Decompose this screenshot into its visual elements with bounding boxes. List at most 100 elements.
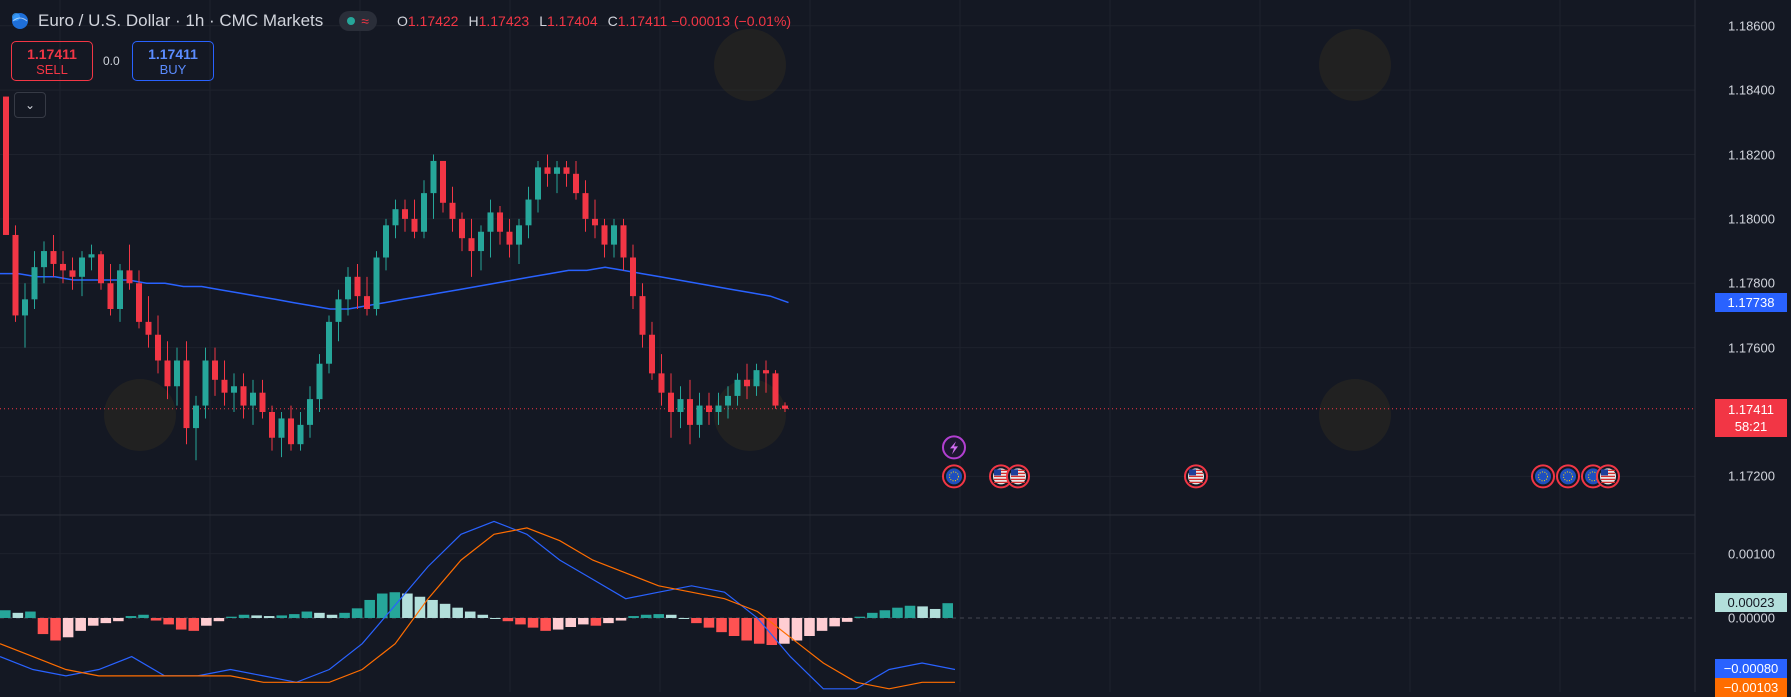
histogram-bar [879, 610, 891, 618]
candle-body [174, 360, 180, 387]
lightning-icon [942, 435, 966, 460]
candle-body [79, 257, 85, 277]
histogram-tag: 0.00023 [1715, 593, 1787, 613]
candle-body [60, 263, 66, 271]
ma-price-tag: 1.17738 [1715, 293, 1787, 313]
histogram-bar [263, 616, 275, 618]
candle-body [145, 321, 152, 335]
histogram-bar [728, 617, 740, 637]
collapse-button[interactable]: ⌄ [14, 92, 46, 118]
candle-body [316, 363, 323, 400]
eu-flag-icon [1531, 464, 1555, 489]
histogram-bar [50, 617, 61, 641]
histogram-bar [716, 617, 727, 633]
market-status[interactable]: ≈ [339, 11, 377, 31]
histogram-bar [276, 615, 288, 618]
price-axis-label: 1.18200 [1728, 147, 1775, 162]
histogram-bar [653, 614, 664, 618]
candle-body [478, 231, 484, 252]
macd-axis-label: 0.00000 [1728, 610, 1775, 626]
histogram-bar [439, 603, 451, 618]
price-axis-label: 1.17800 [1728, 275, 1775, 291]
candle-body [763, 370, 769, 374]
histogram-bar [188, 617, 200, 631]
candle-body [212, 360, 218, 380]
histogram-bar [615, 617, 627, 621]
histogram-bar [904, 605, 916, 618]
candle-body [459, 218, 465, 239]
candle-body [69, 270, 76, 277]
sell-button[interactable]: 1.17411 SELL [11, 41, 93, 81]
candle-body [335, 299, 342, 322]
candle-body [12, 234, 19, 316]
watermark-logo [1319, 379, 1391, 451]
candle-body [497, 212, 503, 232]
globe-icon [10, 11, 30, 31]
candle-body [22, 299, 28, 316]
macd-line [0, 520, 956, 690]
candle-body [649, 334, 655, 374]
candle-body [544, 167, 551, 174]
candle-body [516, 225, 522, 245]
chart-legend: Euro / U.S. Dollar · 1h · CMC Markets ≈ … [10, 6, 791, 36]
histogram-bar [138, 614, 149, 618]
candle-body [677, 399, 684, 412]
histogram-bar [12, 612, 24, 618]
watermarks [104, 29, 1391, 451]
candlesticks [3, 96, 788, 461]
buy-price: 1.17411 [148, 45, 198, 62]
ohlc-key: C [607, 13, 618, 29]
histogram-bar [540, 617, 551, 631]
candle-body [525, 199, 532, 226]
candle-body [31, 267, 38, 300]
candle-body [440, 160, 446, 203]
candle-body [725, 395, 731, 406]
ohlc-close: 1.17411 −0.00013 (−0.01%) [617, 13, 792, 29]
candle-body [706, 405, 712, 412]
candle-body [611, 225, 617, 245]
histogram-bar [238, 614, 250, 618]
candle-body [259, 392, 266, 412]
candle-body [383, 225, 389, 258]
candle-body [468, 238, 475, 252]
histogram-bar [477, 614, 489, 618]
histogram-bar [867, 612, 878, 618]
histogram-bar [351, 608, 363, 618]
histogram-bar [251, 615, 262, 618]
buy-button[interactable]: 1.17411 BUY [132, 41, 214, 81]
candle-body [164, 360, 171, 387]
candle-body [639, 296, 646, 335]
histogram-bar [75, 617, 86, 631]
ohlc-low: 1.17404 [547, 13, 598, 29]
candle-body [240, 386, 247, 406]
histogram-bar [678, 617, 690, 619]
candle-body [41, 251, 47, 268]
candle-body [117, 270, 123, 309]
eu-flag-icon [942, 464, 966, 489]
us-flag-icon [1184, 464, 1208, 489]
histogram-bar [841, 617, 853, 622]
histogram-bar [100, 617, 112, 624]
candle-body [601, 225, 608, 245]
histogram-bar [816, 617, 828, 631]
bar-countdown: 58:21 [1734, 418, 1768, 434]
event-markers [942, 435, 1620, 489]
watermark-logo [714, 379, 786, 451]
histogram-bar [490, 617, 501, 619]
candle-body [734, 379, 741, 396]
candle-body [202, 360, 209, 406]
ohlc-key: O [396, 13, 408, 29]
last-price-tag: 1.17411 58:21 [1715, 398, 1787, 437]
symbol-title[interactable]: Euro / U.S. Dollar · 1h · CMC Markets [38, 11, 324, 30]
candle-body [772, 373, 779, 406]
histogram-bar [402, 593, 413, 618]
ohlc-open: 1.17422 [407, 13, 459, 29]
candle-body [3, 96, 9, 235]
histogram-bar [414, 596, 426, 618]
us-flag-icon [1596, 464, 1620, 489]
candle-body [88, 254, 95, 258]
histogram-bar [175, 617, 187, 630]
histogram-bar [766, 617, 778, 646]
candle-body [288, 418, 294, 445]
